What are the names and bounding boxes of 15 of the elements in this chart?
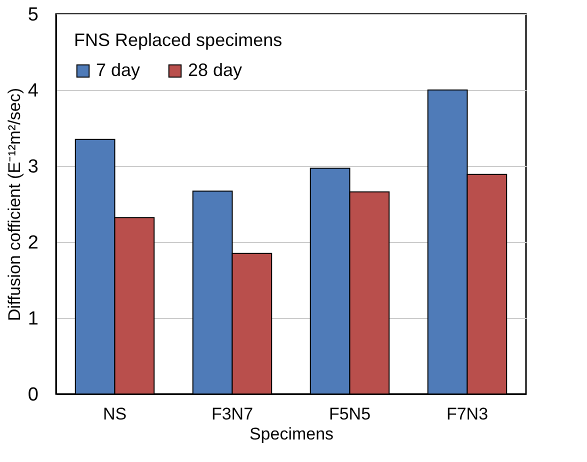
legend-label: 28 day xyxy=(188,60,242,80)
y-tick-label: 5 xyxy=(28,4,38,26)
y-axis-title: Diffusion cofficient (E⁻¹²m²/sec) xyxy=(4,88,24,322)
y-tick-label: 1 xyxy=(28,308,38,330)
x-tick-label: F5N5 xyxy=(328,404,371,424)
y-tick-label: 4 xyxy=(28,80,39,102)
legend-title: FNS Replaced specimens xyxy=(74,30,282,50)
x-tick-label: NS xyxy=(102,404,127,424)
x-tick-label: F7N3 xyxy=(446,404,488,424)
y-tick-label: 2 xyxy=(28,232,38,254)
x-axis-title: Specimens xyxy=(249,424,334,444)
y-tick-label: 3 xyxy=(28,156,38,178)
legend-label: 7 day xyxy=(96,60,140,80)
x-tick-label: F3N7 xyxy=(211,404,254,424)
y-tick-label: 0 xyxy=(28,384,38,406)
